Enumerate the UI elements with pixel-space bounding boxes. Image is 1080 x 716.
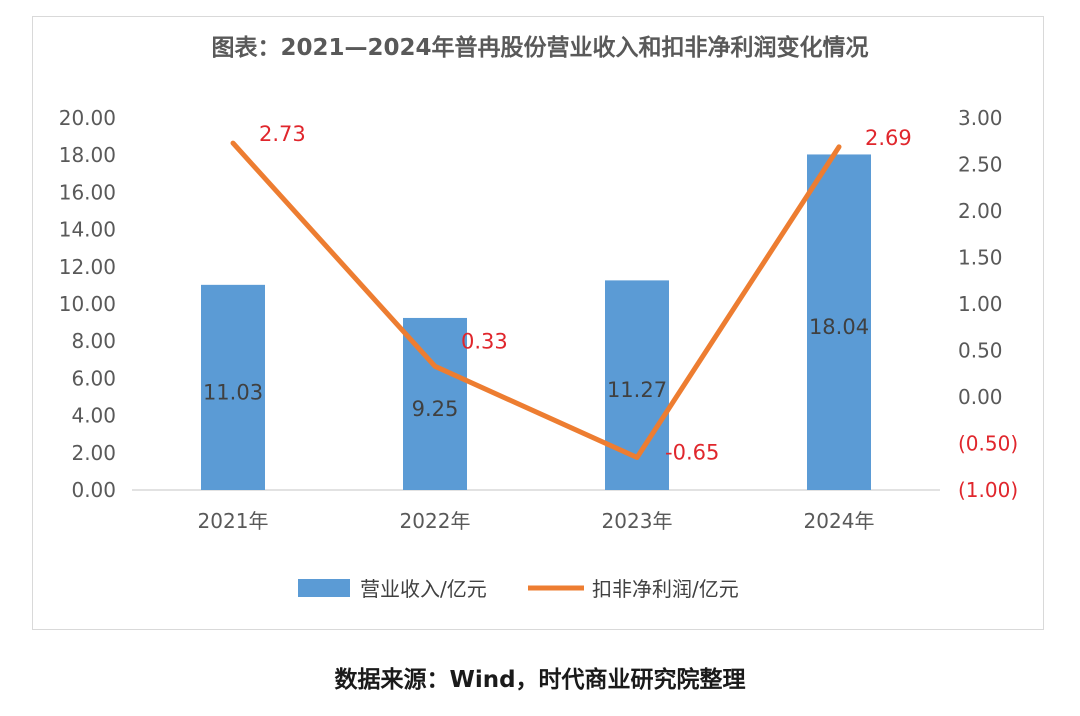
right-axis-tick-label: 0.50 xyxy=(958,339,1003,363)
right-axis-tick-label: 2.00 xyxy=(958,199,1003,223)
line-data-label: 0.33 xyxy=(461,329,508,353)
x-axis-tick-label: 2022年 xyxy=(400,509,471,533)
source-note: 数据来源：Wind，时代商业研究院整理 xyxy=(334,667,746,693)
line-data-label: 2.73 xyxy=(259,122,306,146)
legend-label-bar: 营业收入/亿元 xyxy=(360,577,487,601)
bar-data-label: 18.04 xyxy=(809,315,869,339)
left-axis-tick-label: 6.00 xyxy=(71,366,116,390)
left-axis-tick-label: 14.00 xyxy=(59,218,116,242)
bar-data-label: 9.25 xyxy=(412,397,459,421)
combo-chart: 0.00 2.00 4.00 6.00 8.00 10.00 12.00 14.00 16.00… xyxy=(59,106,1018,601)
chart-frame xyxy=(32,16,1044,630)
right-axis-tick-label: 0.00 xyxy=(958,385,1003,409)
bar-data-label: 11.03 xyxy=(203,380,263,404)
chart-title: 图表：2021—2024年普冉股份营业收入和扣非净利润变化情况 xyxy=(211,35,869,61)
legend-label-line: 扣非净利润/亿元 xyxy=(592,577,739,601)
right-axis-tick-label: 3.00 xyxy=(958,106,1003,130)
bar xyxy=(403,317,467,490)
right-axis-tick-label: (0.50) xyxy=(958,432,1018,456)
left-axis-tick-label: 18.00 xyxy=(59,143,116,167)
x-axis-tick-label: 2021年 xyxy=(198,509,269,533)
left-axis-tick-label: 4.00 xyxy=(71,404,116,428)
left-axis-tick-label: 10.00 xyxy=(59,292,116,316)
legend-swatch-bar xyxy=(298,579,350,597)
line-data-label: -0.65 xyxy=(665,440,719,464)
right-axis-tick-label: 1.50 xyxy=(958,246,1003,270)
left-axis-tick-label: 12.00 xyxy=(59,255,116,279)
bar-data-label: 11.27 xyxy=(607,378,667,402)
right-axis-tick-label: (1.00) xyxy=(958,478,1018,502)
bar xyxy=(807,154,871,490)
right-axis-tick-label: 2.50 xyxy=(958,153,1003,177)
left-axis-tick-label: 0.00 xyxy=(71,478,116,502)
left-axis-tick-label: 16.00 xyxy=(59,180,116,204)
line-series xyxy=(230,140,842,460)
left-axis-tick-label: 2.00 xyxy=(71,441,116,465)
left-axis-tick-label: 20.00 xyxy=(59,106,116,130)
x-axis-tick-label: 2024年 xyxy=(804,509,875,533)
bar xyxy=(201,284,265,490)
right-axis-tick-label: 1.00 xyxy=(958,292,1003,316)
x-axis-tick-label: 2023年 xyxy=(602,509,673,533)
line-data-label: 2.69 xyxy=(865,126,912,150)
left-axis-tick-label: 8.00 xyxy=(71,329,116,353)
